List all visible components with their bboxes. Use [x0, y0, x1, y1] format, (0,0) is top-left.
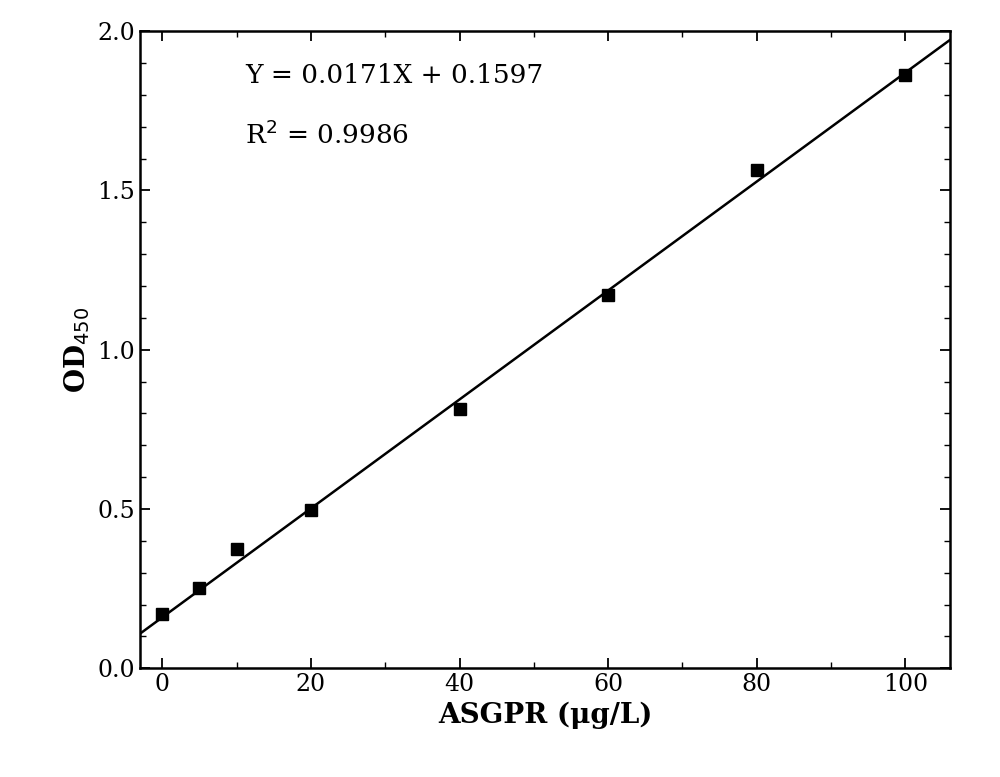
X-axis label: ASGPR (μg/L): ASGPR (μg/L): [438, 702, 652, 729]
Text: Y = 0.0171X + 0.1597: Y = 0.0171X + 0.1597: [245, 63, 544, 88]
Text: R$^2$ = 0.9986: R$^2$ = 0.9986: [245, 120, 409, 148]
Y-axis label: OD$_{450}$: OD$_{450}$: [62, 307, 92, 392]
